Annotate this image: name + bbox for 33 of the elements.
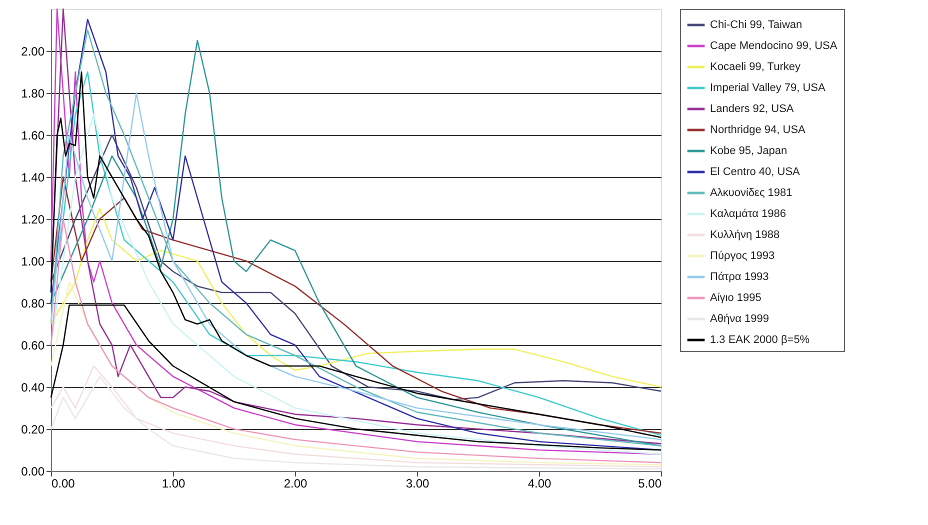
legend-label: Kobe 95, Japan xyxy=(710,145,788,157)
y-tick-label: 2.00 xyxy=(21,44,45,58)
legend-label: Πάτρα 1993 xyxy=(710,271,769,283)
y-tick-label: 0.20 xyxy=(21,422,45,436)
y-tick-label: 1.00 xyxy=(21,254,45,268)
y-tick-label: 0.60 xyxy=(21,338,45,352)
legend-label: Imperial Valley 79, USA xyxy=(710,82,826,94)
legend-label: Chi-Chi 99, Taiwan xyxy=(710,19,802,31)
x-tick-label: 4.00 xyxy=(528,476,552,490)
x-tick-label: 1.00 xyxy=(162,476,186,490)
legend-label: Northridge 94, USA xyxy=(710,124,806,136)
legend-label: 1.3 ΕΑΚ 2000 β=5% xyxy=(710,334,810,346)
legend-label: Cape Mendocino 99, USA xyxy=(710,40,838,52)
y-tick-label: 1.40 xyxy=(21,170,45,184)
x-tick-label: 0.00 xyxy=(52,476,76,490)
legend-label: Αίγιο 1995 xyxy=(710,292,762,304)
legend-label: Αθήνα 1999 xyxy=(710,313,769,325)
legend-label: Αλκυονίδες 1981 xyxy=(710,187,792,199)
legend-label: Κυλλήνη 1988 xyxy=(710,229,780,241)
legend-label: Πύργος 1993 xyxy=(710,250,775,262)
legend-label: El Centro 40, USA xyxy=(710,166,801,178)
y-tick-label: 1.60 xyxy=(21,128,45,142)
x-tick-label: 2.00 xyxy=(284,476,308,490)
x-tick-label: 3.00 xyxy=(406,476,430,490)
y-tick-label: 0.40 xyxy=(21,380,45,394)
legend-label: Landers 92, USA xyxy=(710,103,794,115)
legend-label: Kocaeli 99, Turkey xyxy=(710,61,801,73)
y-tick-label: 1.80 xyxy=(21,86,45,100)
x-tick-label: 5.00 xyxy=(638,476,662,490)
y-tick-label: 0.00 xyxy=(21,464,45,478)
y-tick-label: 0.80 xyxy=(21,296,45,310)
legend-label: Καλαμάτα 1986 xyxy=(710,208,786,220)
y-tick-label: 1.20 xyxy=(21,212,45,226)
